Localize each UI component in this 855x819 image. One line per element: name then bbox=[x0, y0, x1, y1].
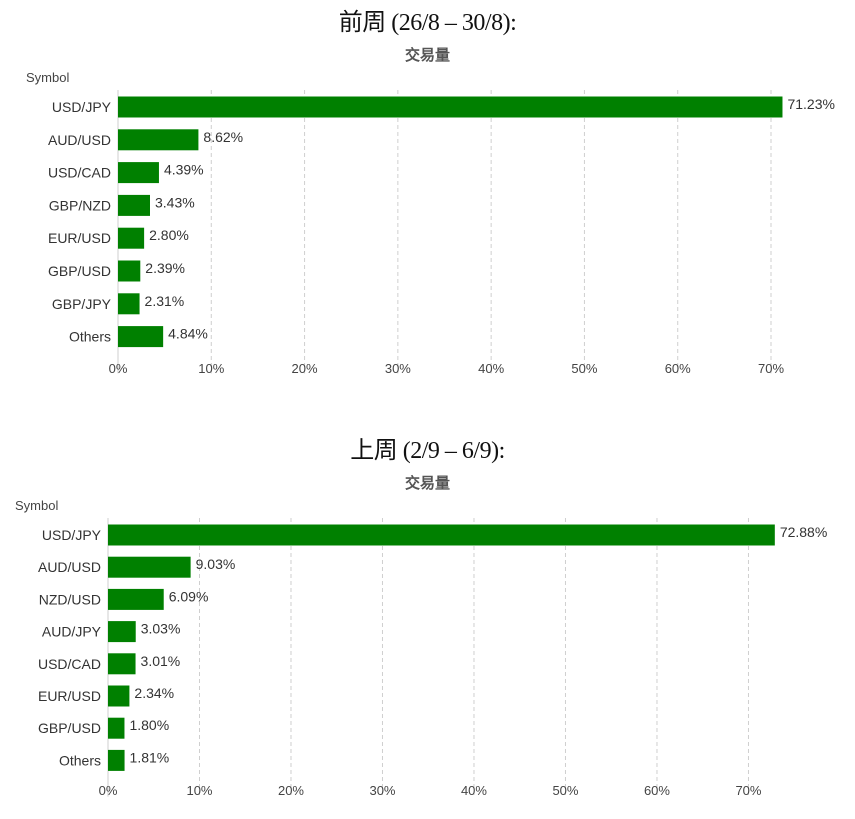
category-label: AUD/USD bbox=[38, 559, 101, 575]
bar bbox=[108, 588, 164, 610]
chart-title: 交易量 bbox=[404, 475, 450, 492]
x-tick-label: 0% bbox=[109, 361, 128, 376]
bar bbox=[118, 129, 199, 151]
data-label: 8.62% bbox=[203, 129, 243, 145]
category-label: USD/CAD bbox=[38, 656, 101, 672]
x-tick-label: 0% bbox=[99, 783, 118, 798]
x-tick-label: 30% bbox=[385, 361, 411, 376]
data-label: 1.80% bbox=[129, 717, 169, 733]
x-tick-label: 20% bbox=[292, 361, 318, 376]
bar bbox=[118, 96, 783, 118]
bar bbox=[118, 227, 145, 249]
x-tick-label: 10% bbox=[198, 361, 224, 376]
data-label: 4.84% bbox=[168, 326, 208, 342]
data-label: 2.39% bbox=[145, 260, 185, 276]
category-label: GBP/JPY bbox=[52, 296, 112, 312]
bar bbox=[108, 717, 125, 739]
x-tick-label: 70% bbox=[735, 783, 761, 798]
x-tick-label: 50% bbox=[571, 361, 597, 376]
x-tick-label: 40% bbox=[478, 361, 504, 376]
data-label: 9.03% bbox=[196, 556, 236, 572]
data-label: 1.81% bbox=[130, 749, 170, 765]
bar bbox=[118, 326, 164, 348]
category-label: AUD/USD bbox=[48, 132, 111, 148]
x-tick-label: 40% bbox=[461, 783, 487, 798]
data-label: 3.01% bbox=[141, 653, 181, 669]
bar bbox=[118, 260, 141, 282]
chart-title: 交易量 bbox=[404, 47, 450, 64]
volume-bar-chart-last-week: Symbol 0% 10% 20% 30% 40% 50% 60% 70% USD/JPY 72.8… bbox=[15, 498, 827, 798]
data-label: 71.23% bbox=[787, 96, 834, 112]
category-label: USD/JPY bbox=[42, 527, 102, 543]
data-label: 4.39% bbox=[164, 162, 204, 178]
category-label: Others bbox=[69, 329, 111, 345]
volume-bar-chart-previous-week: Symbol 0% 10% 20% 30% 40% 50% 60% 70% USD/JPY 71.2… bbox=[26, 70, 835, 376]
chart-heading: 前周 (26/8 – 30/8): bbox=[338, 10, 517, 36]
data-label: 2.80% bbox=[149, 227, 189, 243]
category-label: USD/CAD bbox=[48, 165, 111, 181]
bar bbox=[108, 653, 136, 675]
data-label: 2.31% bbox=[145, 293, 185, 309]
bar bbox=[108, 685, 130, 707]
bar bbox=[108, 556, 191, 578]
chart-heading: 上周 (2/9 – 6/9): bbox=[350, 438, 505, 464]
category-label: GBP/USD bbox=[38, 720, 101, 736]
category-label: GBP/NZD bbox=[49, 197, 111, 213]
data-label: 3.43% bbox=[155, 194, 195, 210]
x-tick-label: 60% bbox=[665, 361, 691, 376]
bar bbox=[108, 524, 775, 546]
data-label: 3.03% bbox=[141, 621, 181, 637]
x-tick-label: 60% bbox=[644, 783, 670, 798]
x-tick-label: 30% bbox=[369, 783, 395, 798]
data-label: 72.88% bbox=[780, 524, 827, 540]
x-tick-label: 70% bbox=[758, 361, 784, 376]
data-label: 6.09% bbox=[169, 588, 209, 604]
x-tick-label: 10% bbox=[186, 783, 212, 798]
bar bbox=[118, 293, 140, 315]
bar bbox=[118, 194, 150, 216]
y-axis-label: Symbol bbox=[26, 70, 69, 85]
category-label: EUR/USD bbox=[38, 688, 101, 704]
bar bbox=[118, 162, 159, 184]
data-label: 2.34% bbox=[134, 685, 174, 701]
category-label: AUD/JPY bbox=[42, 624, 102, 640]
category-label: NZD/USD bbox=[39, 591, 101, 607]
category-label: USD/JPY bbox=[52, 99, 112, 115]
category-label: GBP/USD bbox=[48, 263, 111, 279]
category-label: EUR/USD bbox=[48, 230, 111, 246]
x-tick-label: 50% bbox=[552, 783, 578, 798]
x-tick-label: 20% bbox=[278, 783, 304, 798]
bar bbox=[108, 621, 136, 643]
bar bbox=[108, 749, 125, 771]
y-axis-label: Symbol bbox=[15, 498, 58, 513]
category-label: Others bbox=[59, 752, 101, 768]
